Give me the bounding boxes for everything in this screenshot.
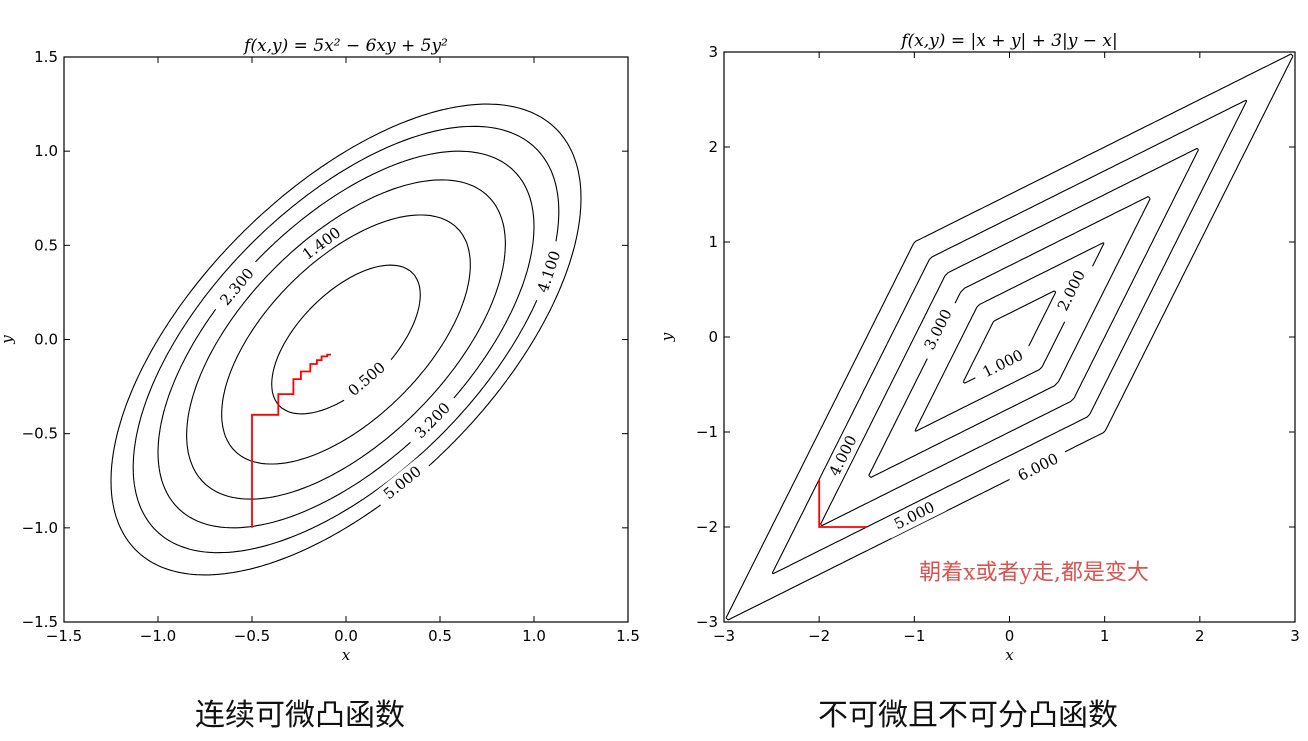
- contour-line-3.2: [157, 150, 535, 529]
- contour-label-group: 2.300: [209, 256, 265, 317]
- contour-line-0.5: [271, 264, 421, 415]
- x-tick-label: −3: [713, 627, 735, 645]
- x-tick-label: −1.5: [46, 627, 82, 645]
- y-tick-label: 0.0: [34, 331, 58, 349]
- plot-frame: [723, 51, 1296, 623]
- contours: [725, 53, 1294, 621]
- plot-frame: [63, 56, 629, 623]
- contour-label-group: 2.000: [1048, 258, 1095, 323]
- y-tick-label: 2: [708, 138, 718, 156]
- y-tick-label: −3: [696, 613, 718, 631]
- x-tick-label: 2: [1195, 627, 1205, 645]
- contour-label-bg: [882, 492, 947, 539]
- contour-label-bg: [403, 391, 462, 450]
- x-tick-label: −1: [903, 627, 925, 645]
- contour-label-bg: [209, 256, 265, 317]
- contour-label: 2.300: [216, 265, 257, 309]
- caption-right: 不可微且不可分凸函数: [818, 698, 1118, 733]
- chart-title: f(x,y) = |x + y| + 3|y − x|: [899, 31, 1117, 51]
- contour-label: 1.000: [980, 346, 1026, 381]
- contour-label-bg: [529, 239, 569, 305]
- y-tick-label: −1.5: [22, 613, 58, 631]
- y-tick-label: −2: [696, 518, 718, 536]
- contour-label: 2.000: [1054, 267, 1089, 313]
- contour-line-3: [868, 196, 1151, 478]
- contour-label: 6.000: [1015, 449, 1061, 484]
- y-tick-label: −1.0: [22, 519, 58, 537]
- y-axis-label: y: [658, 332, 676, 342]
- y-tick-label: −1: [696, 423, 718, 441]
- x-tick-label: 1: [1100, 627, 1110, 645]
- x-tick-label: 3: [1290, 627, 1300, 645]
- y-tick-label: 0: [708, 328, 718, 346]
- contour-line-5: [771, 99, 1248, 575]
- contour-label-bg: [290, 216, 353, 270]
- y-tick-label: 1: [708, 233, 718, 251]
- y-axis-label: y: [0, 335, 16, 345]
- contour-label-group: 5.000: [371, 455, 433, 510]
- descent-path: [251, 353, 331, 528]
- contour-label-group: 3.200: [403, 391, 462, 450]
- contour-label-bg: [371, 455, 433, 510]
- y-tick-label: 1.0: [34, 142, 58, 160]
- x-tick-label: 0.5: [428, 627, 452, 645]
- contour-label-group: 1.400: [290, 216, 353, 270]
- x-tick-label: −1.0: [140, 627, 176, 645]
- contour-line-4.1: [132, 125, 560, 554]
- x-tick-label: 1.5: [616, 627, 640, 645]
- contour-line-2.3: [186, 179, 506, 500]
- descent-path: [818, 479, 867, 528]
- chart-title: f(x,y) = 5x² − 6xy + 5y²: [242, 36, 448, 56]
- y-tick-label: 1.5: [34, 48, 58, 66]
- x-tick-label: −0.5: [234, 627, 270, 645]
- chart-1: 0.500 1.400 2.300 3.200 4.100 5.000 −1.5 −1.0 −0…: [0, 36, 640, 664]
- contour-label-bg: [1048, 258, 1095, 323]
- contour-label: 3.200: [411, 399, 454, 442]
- x-tick-label: −2: [808, 627, 830, 645]
- contour-line-5: [110, 103, 582, 576]
- contour-label-bg: [1005, 444, 1071, 490]
- contour-line-1.4: [221, 214, 471, 465]
- y-tick-label: −0.5: [22, 425, 58, 443]
- x-tick-label: 0.0: [334, 627, 358, 645]
- caption-left: 连续可微凸函数: [195, 698, 405, 733]
- x-axis-label: x: [1005, 646, 1014, 664]
- x-axis-label: x: [342, 646, 351, 664]
- contours: [110, 103, 582, 576]
- contour-label-bg: [970, 340, 1036, 387]
- contour-label-group: 6.000: [1005, 444, 1071, 490]
- contour-label-bg: [336, 351, 397, 407]
- y-tick-label: 0.5: [34, 236, 58, 254]
- x-tick-label: 0: [1005, 627, 1015, 645]
- contour-label: 0.500: [345, 358, 389, 400]
- contour-label-bg: [820, 423, 866, 488]
- contour-label-group: 0.500: [336, 351, 397, 407]
- annotation-text: 朝着x或者y走,都是变大: [919, 560, 1149, 585]
- contour-label-group: 4.100: [529, 239, 569, 305]
- y-tick-label: 3: [708, 43, 718, 61]
- x-tick-label: 1.0: [522, 627, 546, 645]
- contour-line-6: [725, 53, 1294, 621]
- contour-label-bg: [915, 297, 961, 362]
- contour-line-4: [820, 147, 1199, 527]
